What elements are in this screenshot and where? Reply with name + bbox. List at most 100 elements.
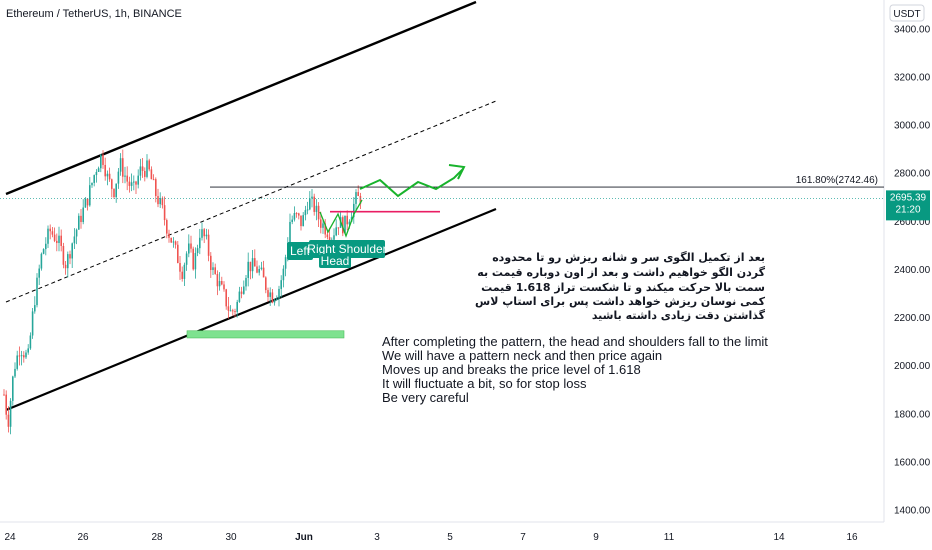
candle-body [100,154,102,169]
annotation-fa-line-5: گذاشتن دقت زیادی داشته باشید [592,309,766,322]
last-price-value: 2695.39 [890,192,927,203]
candle-body [141,166,144,171]
bar-countdown: 21:20 [895,204,920,215]
price-tick-label: 1600.00 [894,457,931,468]
candle-body [148,160,150,170]
candle-body [267,290,269,297]
candle-body [130,182,133,186]
annotation-en-line-3: Moves up and breaks the price level of 1… [382,362,641,377]
candle-body [38,268,40,278]
candle-body [174,241,177,245]
support-zone[interactable] [186,330,345,339]
candle-body [333,235,335,240]
projection-path[interactable] [359,168,464,198]
time-tick-label: 16 [846,532,858,543]
annotation-fa-line-1: بعد از تکمیل الگوی سر و شانه ریزش رو تا … [492,251,765,264]
label-head-tag[interactable]: Head [319,254,351,268]
candle-body [45,243,47,250]
candle-body [190,243,192,249]
candle-body [86,198,89,206]
candle-body [265,277,267,291]
candle-body [225,289,227,307]
candle-body [53,234,56,241]
candle-body [218,281,221,287]
candle-body [326,234,329,238]
candle-body [20,355,23,357]
price-tick-label: 2000.00 [894,361,931,372]
time-axis[interactable]: 24 26 28 30 Jun 3 5 7 9 11 14 16 [4,532,858,543]
candle-body [166,220,168,234]
candle-body [133,181,135,183]
candle-body [75,229,78,237]
candle-body [216,273,219,287]
channel-mid-line[interactable] [5,100,497,303]
chart-title: Ethereum / TetherUS, 1h, BINANCE [6,8,182,20]
candle-body [251,258,254,272]
candle-body [119,158,122,172]
candle-body [346,215,348,225]
label-right-shoulder-text: Right Shoulder [307,242,386,256]
candle-body [188,243,190,254]
candle-body [115,183,117,198]
candle-body [280,280,282,289]
candle-body [355,192,357,204]
currency-label: USDT [893,9,920,20]
annotation-fa-line-3: سمت بالا حرکت میکند و تا شکست تراز 1.618… [481,281,765,294]
candle-body [93,175,95,183]
label-right-shoulder-tag[interactable]: Right Shoulder [307,240,387,258]
candle-body [282,268,285,281]
channel-lower-line[interactable] [5,207,497,412]
candle-body [36,277,38,306]
time-tick-label: 30 [225,532,237,543]
time-tick-label: 28 [151,532,163,543]
candle-body [306,209,309,211]
candle-body [47,228,49,244]
price-tick-label: 2400.00 [894,265,931,276]
channel-upper-line[interactable] [5,0,477,196]
label-left-tag[interactable]: Left [287,242,313,260]
candle-body [58,235,60,243]
price-tick-label: 1400.00 [894,505,931,516]
candle-body [60,235,62,247]
candle-body [271,292,274,303]
candle-body [269,292,271,297]
candle-body [315,205,318,212]
candle-body [232,310,234,312]
candle-body [284,257,287,269]
annotation-en-line-4: It will fluctuate a bit, so for stop los… [382,376,587,391]
annotation-en[interactable]: After completing the pattern, the head a… [382,334,768,405]
candlestick-series [3,149,362,435]
candle-body [210,255,212,270]
candle-body [214,267,216,274]
pattern-zigzag[interactable] [319,199,363,238]
candle-body [9,400,12,427]
candle-body [276,298,278,300]
candle-body [113,188,115,198]
time-tick-label: 9 [593,532,599,543]
candle-body [295,213,298,215]
last-price-tag[interactable]: 2695.39 21:20 [886,190,930,221]
candle-body [124,175,126,177]
candle-body [357,192,359,196]
candle-body [91,182,93,186]
label-left-text: Left [290,244,311,258]
currency-badge[interactable]: USDT [889,4,925,22]
time-tick-label: 26 [77,532,89,543]
candle-body [51,231,54,235]
candle-body [128,181,131,186]
candle-body [302,215,304,227]
candle-body [126,175,128,182]
price-tick-label: 3200.00 [894,72,931,83]
candle-body [159,198,161,205]
candle-body [289,221,291,244]
annotation-fa-line-4: کمی نوسان ریزش خواهد داشت پس برای استاپ … [475,295,766,308]
annotation-fa[interactable]: بعد از تکمیل الگوی سر و شانه ریزش رو تا … [475,251,766,322]
candle-body [31,311,34,336]
candle-body [177,244,179,264]
candle-body [317,205,320,220]
price-axis[interactable]: 3400.00 3200.00 3000.00 2800.00 2600.00 2400.… [894,24,931,516]
candle-body [12,376,14,401]
candle-body [155,179,157,197]
candle-body [89,185,91,206]
